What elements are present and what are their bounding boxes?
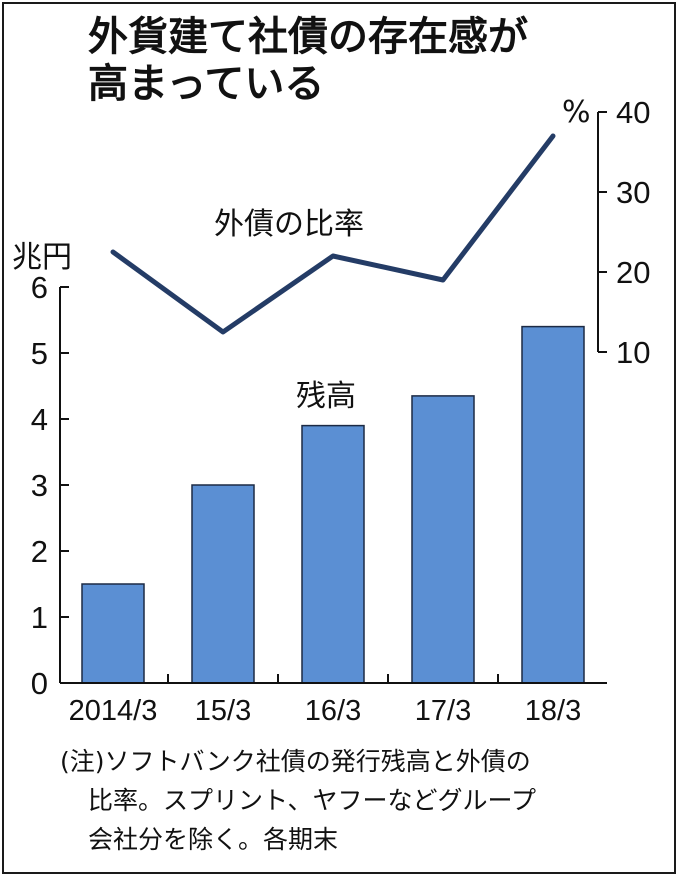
- x-tick-label-15/3: 15/3: [195, 695, 251, 727]
- bar-18/3: [521, 325, 585, 684]
- bars-layer: [81, 325, 585, 684]
- footnote-line-2: 比率。スプリント、ヤフーなどグループ: [88, 786, 536, 815]
- right-tick-label-40: 40: [616, 95, 650, 130]
- chart-svg: 外貨建て社債の存在感が 高まっている 0 1 2 3 4 5 6 2014/3 15/3 16/3…: [12, 14, 651, 854]
- line-layer: [110, 133, 556, 335]
- bar-17/3: [411, 395, 475, 684]
- line-series-foreign-bond-ratio: [110, 133, 556, 335]
- bar-series-label: 残高: [296, 379, 356, 414]
- chart-title-line-1: 外貨建て社債の存在感が: [88, 14, 528, 60]
- left-axis-unit: 兆円: [12, 240, 72, 275]
- axes-layer: 0 1 2 3 4 5 6 2014/3 15/3 16/3 17/3 18/3 10 20 30 40: [31, 95, 651, 727]
- bar-15/3: [191, 484, 255, 684]
- bar-2014/3: [81, 583, 145, 684]
- line-series-label: 外債の比率: [214, 207, 364, 242]
- x-tick-label-17/3: 17/3: [415, 695, 471, 727]
- right-tick-label-20: 20: [616, 255, 650, 290]
- left-tick-label-4: 4: [31, 402, 48, 437]
- left-tick-label-6: 6: [31, 270, 48, 305]
- footnote-line-1: (注)ソフトバンク社債の発行残高と外債の: [60, 747, 531, 776]
- left-tick-label-0: 0: [31, 666, 48, 701]
- x-tick-label-18/3: 18/3: [525, 695, 581, 727]
- left-tick-label-3: 3: [31, 468, 48, 503]
- left-tick-label-5: 5: [31, 336, 48, 371]
- right-axis-unit: %: [562, 95, 591, 130]
- bar-16/3: [301, 424, 365, 684]
- x-tick-label-2014/3: 2014/3: [69, 695, 158, 727]
- left-tick-label-2: 2: [31, 534, 48, 569]
- right-tick-label-30: 30: [616, 175, 650, 210]
- right-tick-label-10: 10: [616, 335, 650, 370]
- footnote-line-3: 会社分を除く。各期末: [88, 825, 338, 854]
- left-tick-label-1: 1: [31, 600, 48, 635]
- x-tick-label-16/3: 16/3: [305, 695, 361, 727]
- chart-title-line-2: 高まっている: [88, 61, 324, 107]
